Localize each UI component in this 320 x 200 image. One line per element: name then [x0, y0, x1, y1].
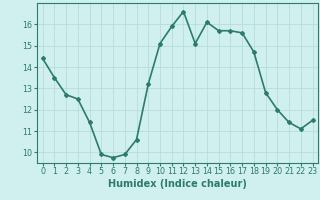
X-axis label: Humidex (Indice chaleur): Humidex (Indice chaleur)	[108, 179, 247, 189]
